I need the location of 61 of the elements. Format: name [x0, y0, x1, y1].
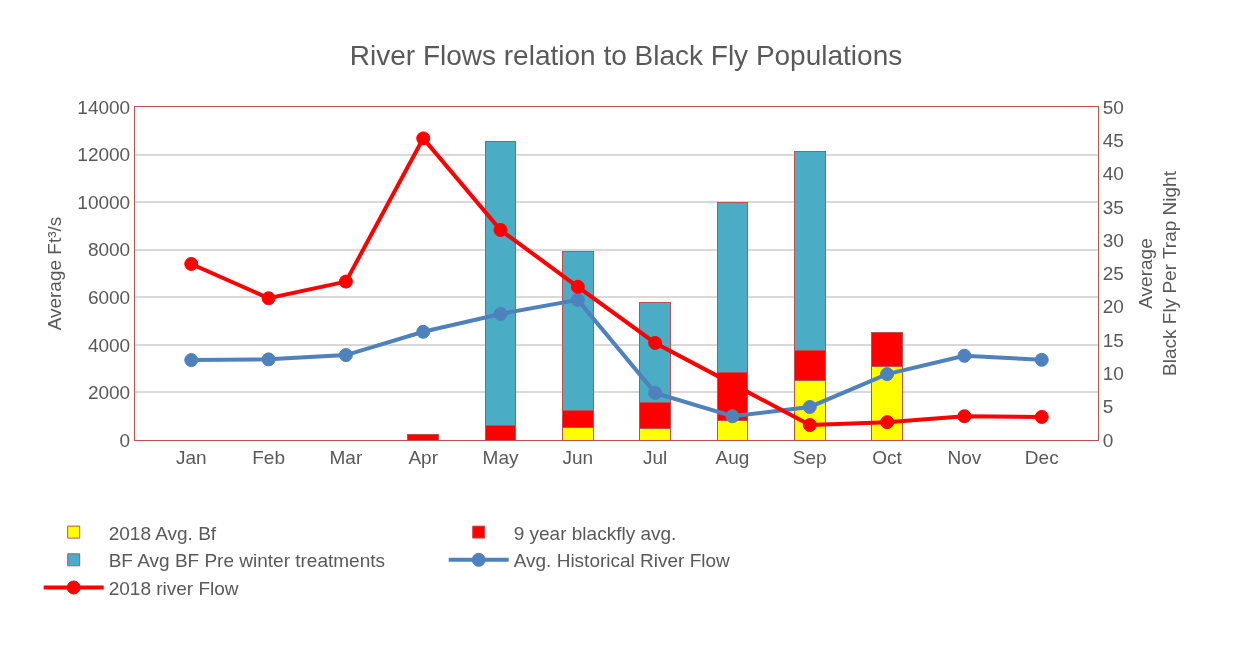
- y2-tick-label: 25: [1102, 263, 1124, 285]
- point: [416, 324, 431, 339]
- point: [261, 291, 276, 306]
- y-tick-label: 12000: [77, 144, 131, 166]
- y2-tick-label: 45: [1102, 129, 1124, 151]
- y-tick-label: 6000: [87, 286, 131, 308]
- y2-tick-label: 5: [1102, 396, 1114, 418]
- x-tick-label: Apr: [408, 446, 439, 468]
- y-tick-label: 2000: [87, 382, 131, 404]
- y2-tick-label: 50: [1102, 96, 1124, 118]
- point: [184, 256, 199, 271]
- y2-tick-label: 20: [1102, 296, 1124, 318]
- y-tick-label: 0: [119, 429, 131, 451]
- x-tick-label: Jul: [643, 446, 668, 468]
- x-tick-label: May: [482, 446, 519, 468]
- legend-label: Avg. Historical River Flow: [513, 550, 731, 572]
- y2-tick-label: 30: [1102, 229, 1124, 251]
- point: [338, 348, 353, 363]
- y-tick-label: 10000: [77, 191, 131, 213]
- point: [880, 415, 895, 430]
- x-tick-label: Nov: [947, 446, 982, 468]
- y-tick-label: 4000: [87, 334, 131, 356]
- point: [1034, 409, 1049, 424]
- point: [725, 409, 740, 424]
- y2-axis-title: Average Black Fly Per Trap Night: [1134, 170, 1181, 376]
- x-tick-label: Sep: [792, 446, 827, 468]
- point: [802, 418, 817, 433]
- point: [338, 274, 353, 289]
- point: [570, 292, 585, 307]
- point: [648, 385, 663, 400]
- x-tick-label: Oct: [872, 446, 903, 468]
- x-tick-label: Aug: [715, 446, 750, 468]
- y-tick-label: 8000: [87, 239, 131, 261]
- point: [493, 222, 508, 237]
- y2-tick-label: 40: [1102, 163, 1124, 185]
- point: [957, 409, 972, 424]
- point: [261, 352, 276, 367]
- point: [493, 306, 508, 321]
- x-tick-label: Jun: [562, 446, 594, 468]
- y-tick-label: 14000: [77, 96, 131, 118]
- point: [1034, 352, 1049, 367]
- legend-label: 9 year blackfly avg.: [513, 522, 677, 544]
- y2-tick-label: 35: [1102, 196, 1124, 218]
- y2-tick-label: 10: [1102, 363, 1124, 385]
- point: [184, 353, 199, 368]
- legend-label: 2018 Avg. Bf: [108, 522, 217, 544]
- x-tick-label: Jan: [175, 446, 207, 468]
- point: [416, 131, 431, 146]
- point: [648, 335, 663, 350]
- x-tick-label: Dec: [1024, 446, 1059, 468]
- x-tick-label: Feb: [252, 446, 285, 468]
- legend-label: 2018 river Flow: [108, 577, 239, 599]
- y2-tick-label: 0: [1102, 429, 1114, 451]
- point: [570, 279, 585, 294]
- chart-title: River Flows relation to Black Fly Populations: [349, 39, 903, 71]
- legend-label: BF Avg BF Pre winter treatments: [108, 550, 386, 572]
- y2-tick-label: 15: [1102, 329, 1124, 351]
- point: [957, 348, 972, 363]
- y-axis-title: Average Ft³/s: [44, 216, 66, 331]
- point: [880, 367, 895, 382]
- x-tick-label: Mar: [329, 446, 363, 468]
